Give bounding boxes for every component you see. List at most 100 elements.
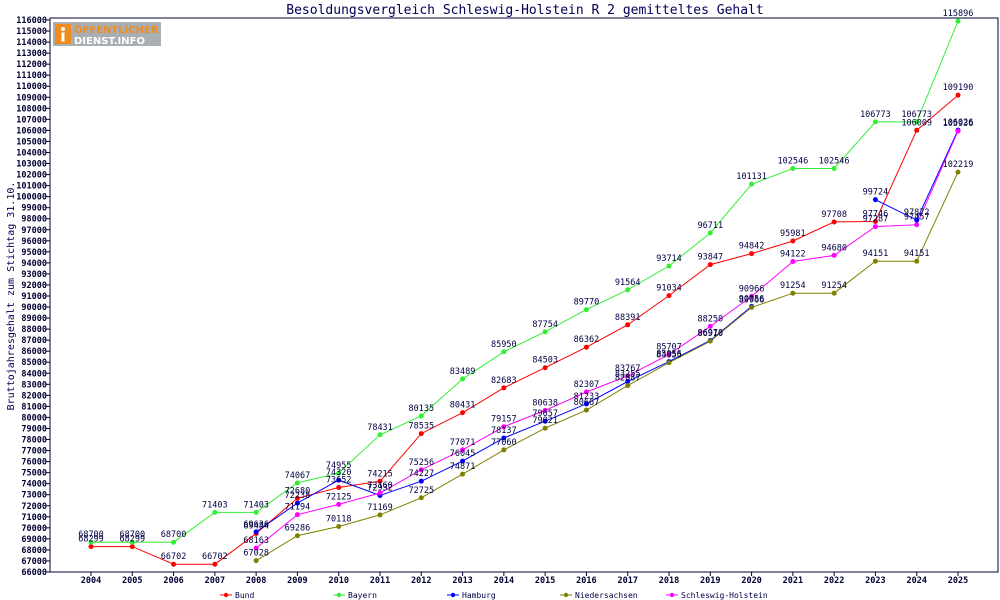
point-bayern-2013 xyxy=(460,376,466,382)
point-niedersachsen-2024 xyxy=(914,258,920,264)
x-tick-label: 2024 xyxy=(906,576,926,586)
x-tick-label: 2011 xyxy=(370,576,390,586)
data-label-niedersachsen-2021: 91254 xyxy=(780,281,806,291)
data-label-niedersachsen-2008: 67028 xyxy=(243,549,269,559)
data-label-schleswig-holstein-2018: 85707 xyxy=(656,342,682,352)
y-tick-label: 76000 xyxy=(21,458,47,468)
point-niedersachsen-2023 xyxy=(872,258,878,264)
data-label-bund-2011: 74215 xyxy=(367,469,393,479)
point-bund-2024 xyxy=(914,127,920,133)
point-bayern-2022 xyxy=(831,166,837,172)
series-line-bayern xyxy=(91,20,959,543)
y-tick-label: 72000 xyxy=(21,502,47,512)
point-niedersachsen-2013 xyxy=(460,471,466,477)
y-tick-label: 80000 xyxy=(21,413,47,423)
data-label-hamburg-2013: 76045 xyxy=(450,449,476,459)
data-label-schleswig-holstein-2014: 79157 xyxy=(491,415,517,425)
data-label-bayern-2009: 74067 xyxy=(285,471,311,481)
point-niedersachsen-2012 xyxy=(418,495,424,501)
data-label-niedersachsen-2024: 94151 xyxy=(904,249,930,259)
y-tick-label: 116000 xyxy=(16,16,47,26)
data-label-niedersachsen-2022: 91254 xyxy=(821,281,847,291)
point-niedersachsen-2015 xyxy=(542,425,548,431)
data-label-niedersachsen-2015: 79021 xyxy=(532,416,558,426)
data-label-schleswig-holstein-2024: 97457 xyxy=(904,213,930,223)
point-schleswig-holstein-2018 xyxy=(666,351,672,357)
point-schleswig-holstein-2019 xyxy=(707,323,713,329)
legend-item-bayern: Bayern xyxy=(333,591,377,600)
x-tick-label: 2020 xyxy=(741,576,761,586)
data-label-hamburg-2014: 78137 xyxy=(491,426,517,436)
y-tick-label: 78000 xyxy=(21,436,47,446)
data-label-bund-2009: 72680 xyxy=(285,486,311,496)
data-label-bayern-2020: 101131 xyxy=(736,172,767,182)
point-schleswig-holstein-2023 xyxy=(872,224,878,230)
legend: Bund Bayern Hamburg Niedersachsen Schleswig-… xyxy=(220,591,768,600)
data-label-bund-2007: 66702 xyxy=(202,552,228,562)
x-tick-label: 2021 xyxy=(783,576,803,586)
x-tick-label: 2015 xyxy=(535,576,555,586)
legend-label: Bund xyxy=(235,591,254,600)
point-bayern-2018 xyxy=(666,263,672,269)
y-tick-label: 83000 xyxy=(21,380,47,390)
point-bund-2013 xyxy=(460,410,466,416)
point-bayern-2012 xyxy=(418,413,424,419)
data-label-bund-2022: 97708 xyxy=(821,210,847,220)
data-label-bund-2008: 69484 xyxy=(243,522,269,532)
data-label-bayern-2012: 80135 xyxy=(408,404,434,414)
y-tick-label: 69000 xyxy=(21,535,47,545)
data-label-niedersachsen-2016: 80667 xyxy=(574,398,600,408)
data-label-niedersachsen-2011: 71169 xyxy=(367,503,393,513)
point-bayern-2016 xyxy=(583,307,589,313)
data-label-bayern-2017: 91564 xyxy=(615,278,641,288)
point-bund-2015 xyxy=(542,365,548,371)
point-niedersachsen-2022 xyxy=(831,290,837,296)
y-tick-label: 94000 xyxy=(21,259,47,269)
y-tick-label: 98000 xyxy=(21,215,47,225)
y-tick-label: 75000 xyxy=(21,469,47,479)
point-schleswig-holstein-2021 xyxy=(790,259,796,265)
y-tick-label: 95000 xyxy=(21,248,47,258)
x-tick-label: 2004 xyxy=(81,576,101,586)
data-label-bayern-2014: 85950 xyxy=(491,340,517,350)
chart-title: Besoldungsvergleich Schleswig-Holstein R… xyxy=(286,3,763,18)
point-bayern-2008 xyxy=(253,509,259,515)
point-schleswig-holstein-2020 xyxy=(749,293,755,299)
data-label-bund-2006: 66702 xyxy=(161,552,187,562)
point-bayern-2009 xyxy=(294,480,300,486)
x-tick-label: 2014 xyxy=(494,576,514,586)
data-label-niedersachsen-2023: 94151 xyxy=(863,249,889,259)
x-tick-label: 2017 xyxy=(617,576,637,586)
series-line-niedersachsen xyxy=(255,171,959,562)
y-tick-label: 113000 xyxy=(16,49,47,59)
data-label-bund-2012: 78535 xyxy=(408,422,434,432)
y-tick-label: 89000 xyxy=(21,314,47,324)
data-label-hamburg-2024: 97872 xyxy=(904,208,930,218)
data-label-schleswig-holstein-2025: 105936 xyxy=(943,119,974,129)
point-bayern-2024 xyxy=(914,119,920,125)
logo-text-line1: ÖFFENTLICHER xyxy=(74,22,159,36)
data-label-bayern-2025: 115896 xyxy=(943,9,974,19)
data-label-niedersachsen-2020: 89966 xyxy=(739,295,765,305)
data-label-bayern-2021: 102546 xyxy=(777,157,808,167)
x-tick-label: 2010 xyxy=(328,576,348,586)
y-tick-label: 102000 xyxy=(16,171,47,181)
data-label-bund-2017: 88391 xyxy=(615,313,641,323)
data-label-bayern-2024: 106773 xyxy=(901,110,932,120)
point-niedersachsen-2011 xyxy=(377,512,383,518)
data-label-bayern-2005: 68700 xyxy=(119,530,145,540)
logo-text-line2: DIENST.INFO xyxy=(74,36,145,47)
point-hamburg-2010 xyxy=(336,477,342,483)
x-tick-label: 2007 xyxy=(205,576,225,586)
data-label-bund-2005: 68299 xyxy=(119,535,145,545)
data-label-schleswig-holstein-2020: 90966 xyxy=(739,284,765,294)
data-label-schleswig-holstein-2009: 71194 xyxy=(285,503,311,513)
legend-label: Hamburg xyxy=(462,591,496,600)
y-tick-label: 77000 xyxy=(21,447,47,457)
data-label-niedersachsen-2009: 69286 xyxy=(285,524,311,534)
data-label-schleswig-holstein-2011: 73160 xyxy=(367,481,393,491)
y-tick-label: 68000 xyxy=(21,546,47,556)
x-tick-label: 2013 xyxy=(452,576,472,586)
data-label-hamburg-2020: 90056 xyxy=(739,294,765,304)
y-tick-label: 96000 xyxy=(21,237,47,247)
